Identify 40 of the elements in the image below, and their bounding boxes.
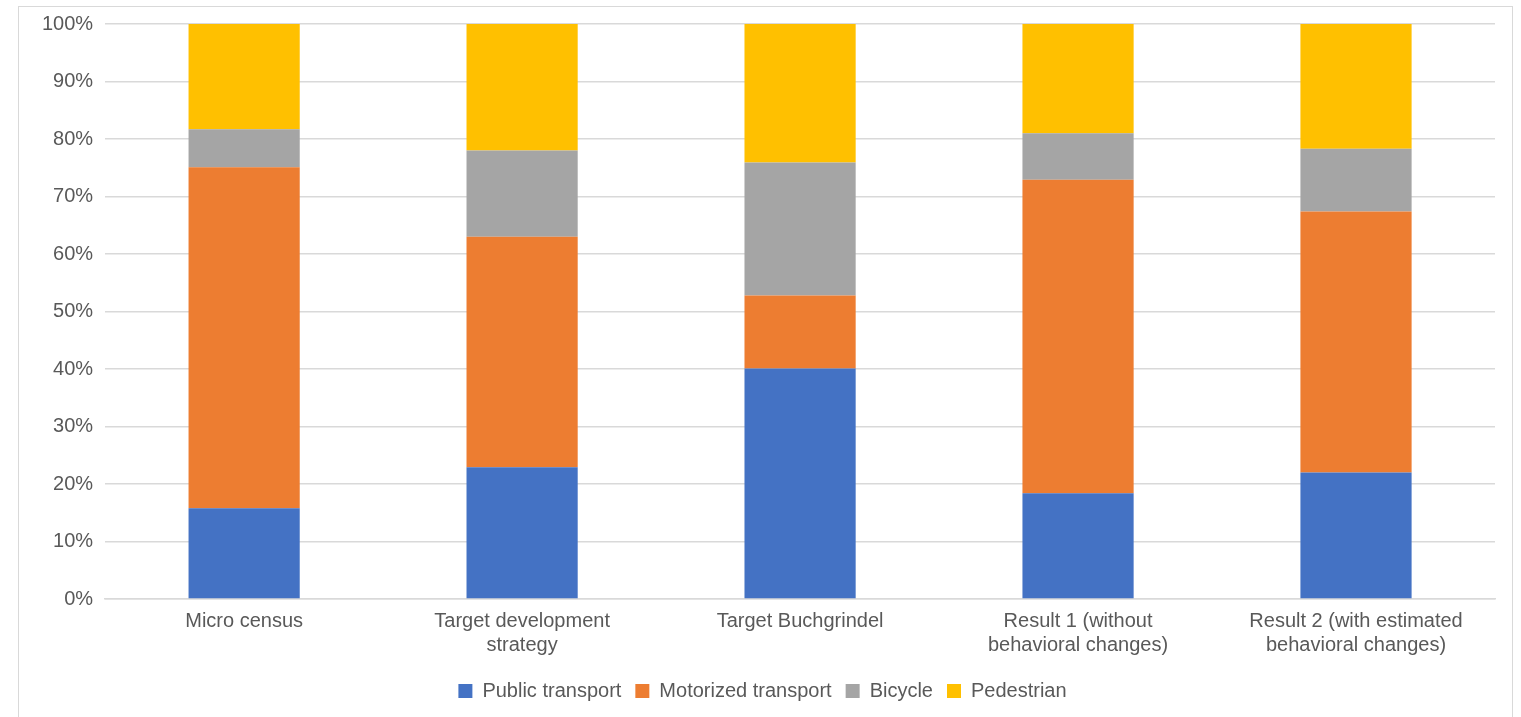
legend-label: Public transport bbox=[482, 678, 622, 701]
bar bbox=[466, 24, 578, 151]
y-tick-label: 90% bbox=[53, 69, 94, 92]
y-tick-label: 70% bbox=[53, 184, 94, 207]
x-tick-label: Result 2 (with estimated behavioral changes) bbox=[1249, 608, 1463, 655]
bar bbox=[466, 467, 578, 599]
bar bbox=[1300, 24, 1412, 149]
y-tick-label: 10% bbox=[53, 529, 94, 552]
bar bbox=[188, 508, 300, 599]
bar bbox=[744, 162, 856, 296]
bar bbox=[188, 24, 300, 130]
y-tick-label: 40% bbox=[53, 356, 94, 379]
bar bbox=[466, 236, 578, 468]
x-tick-label: Target development strategy bbox=[434, 608, 611, 655]
y-tick-label: 30% bbox=[53, 414, 94, 437]
legend-label: Motorized transport bbox=[659, 678, 833, 701]
bar bbox=[744, 24, 856, 163]
y-tick-label: 20% bbox=[53, 471, 94, 494]
bar bbox=[744, 368, 856, 599]
x-tick-label: Micro census bbox=[185, 608, 304, 631]
bar bbox=[1300, 472, 1412, 599]
y-tick-label: 0% bbox=[64, 586, 94, 609]
bar bbox=[1022, 24, 1134, 134]
legend-label: Bicycle bbox=[869, 678, 933, 701]
bar bbox=[466, 150, 578, 237]
x-tick-label: Result 1 (without behavioral changes) bbox=[987, 608, 1169, 655]
y-tick-label: 80% bbox=[53, 126, 94, 149]
bar bbox=[188, 129, 300, 168]
y-tick-label: 60% bbox=[53, 241, 94, 264]
y-tick-label: 50% bbox=[53, 299, 94, 322]
x-tick-label: Target Buchgrindel bbox=[716, 608, 884, 631]
bar bbox=[1022, 493, 1134, 599]
bar bbox=[188, 167, 300, 509]
y-tick-label: 100% bbox=[42, 11, 94, 34]
bar bbox=[1300, 148, 1412, 212]
bar bbox=[1022, 133, 1134, 180]
bar bbox=[744, 295, 856, 369]
bar bbox=[1022, 179, 1134, 494]
bar bbox=[1300, 211, 1412, 473]
legend-label: Pedestrian bbox=[970, 678, 1067, 701]
